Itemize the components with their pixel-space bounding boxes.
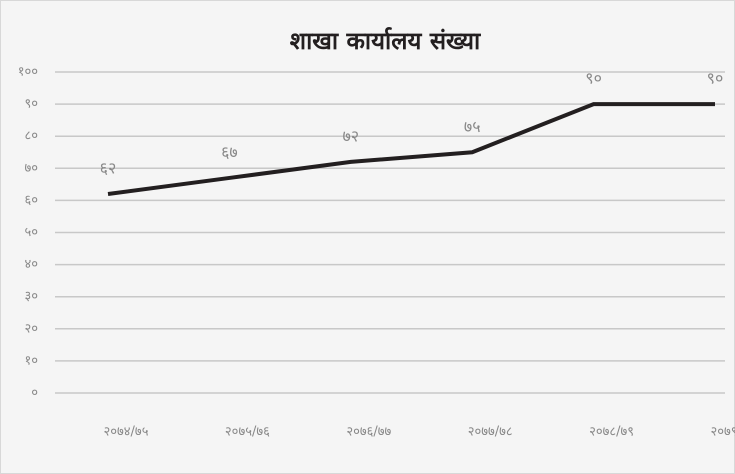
- line: [107, 102, 715, 196]
- x-tick-label: २०७६/७७: [346, 425, 391, 440]
- data-label: ९०: [707, 69, 724, 88]
- y-tick-label: ५०: [24, 225, 38, 240]
- y-tick-label: ३०: [24, 289, 38, 304]
- data-label: ७५: [464, 117, 481, 136]
- data-label: ९०: [585, 69, 602, 88]
- x-tick-label: २०७५/७६: [225, 425, 270, 440]
- x-tick-label: २०७७/७८: [468, 425, 513, 440]
- y-tick-label: १००: [18, 65, 38, 80]
- data-label: ७२: [342, 126, 359, 145]
- y-tick-label: ६०: [24, 193, 38, 208]
- y-tick-label: ९०: [24, 97, 38, 112]
- chart-title: शाखा कार्यालय संख्या: [290, 27, 481, 55]
- x-tick-label: २०७८/७९: [589, 425, 634, 440]
- y-tick-label: ८०: [24, 129, 38, 144]
- y-tick-label: ०: [31, 386, 38, 401]
- data-label: ६२: [100, 158, 117, 177]
- x-tick-label: २०७९/८०: [711, 425, 735, 440]
- x-tick-label: २०७४/७५: [104, 425, 149, 440]
- y-tick-label: १०: [24, 353, 38, 368]
- y-tick-label: ४०: [24, 257, 38, 272]
- y-tick-label: ७०: [24, 161, 38, 176]
- y-tick-label: २०: [24, 321, 38, 336]
- data-label: ६७: [221, 142, 238, 161]
